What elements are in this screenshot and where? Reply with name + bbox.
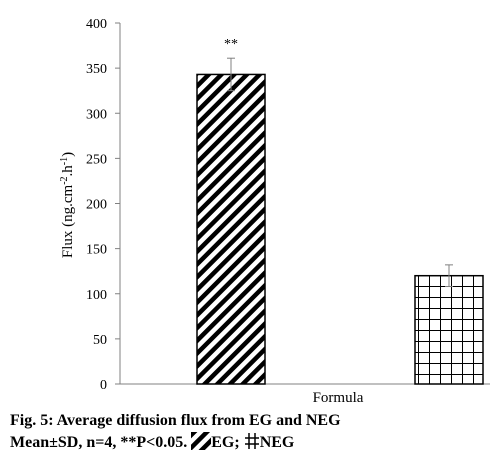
legend-eg-label: EG; [211,434,240,451]
bar-neg [414,274,484,385]
y-axis-label-sup2: -1 [59,157,70,165]
y-tick-label: 300 [86,107,107,122]
y-tick-label: 200 [86,198,107,213]
caption-line-2: Mean±SD, n=4, **P<0.05. EG; NEG [10,432,490,454]
y-tick-label: 100 [86,288,107,303]
y-tick-label: 50 [93,333,107,348]
y-tick-label: 400 [86,17,107,32]
y-axis-label-main: Flux (ng.cm [60,184,76,258]
x-axis-label: Formula [313,390,364,406]
caption-stats: Mean±SD, n=4, **P<0.05. [10,434,188,451]
caption-line-1: Fig. 5: Average diffusion flux from EG a… [10,412,341,429]
y-axis-label-sup1: -2 [59,176,70,184]
y-axis-label-mid: .h [60,165,76,177]
y-tick-label: 350 [86,62,107,77]
bar-eg [196,73,266,385]
significance-label: ** [224,37,238,52]
y-tick-label: 250 [86,152,107,167]
y-axis-label: Flux (ng.cm-2.h-1) [59,152,77,258]
figure-caption: Fig. 5: Average diffusion flux from EG a… [10,410,490,454]
legend-eg-swatch-icon [191,432,212,450]
y-axis-label-end: ) [60,152,76,157]
y-tick-label: 150 [86,243,107,258]
legend-neg-label: NEG [259,434,295,451]
y-tick-label: 0 [100,378,107,393]
legend-neg-swatch-icon [244,433,259,449]
